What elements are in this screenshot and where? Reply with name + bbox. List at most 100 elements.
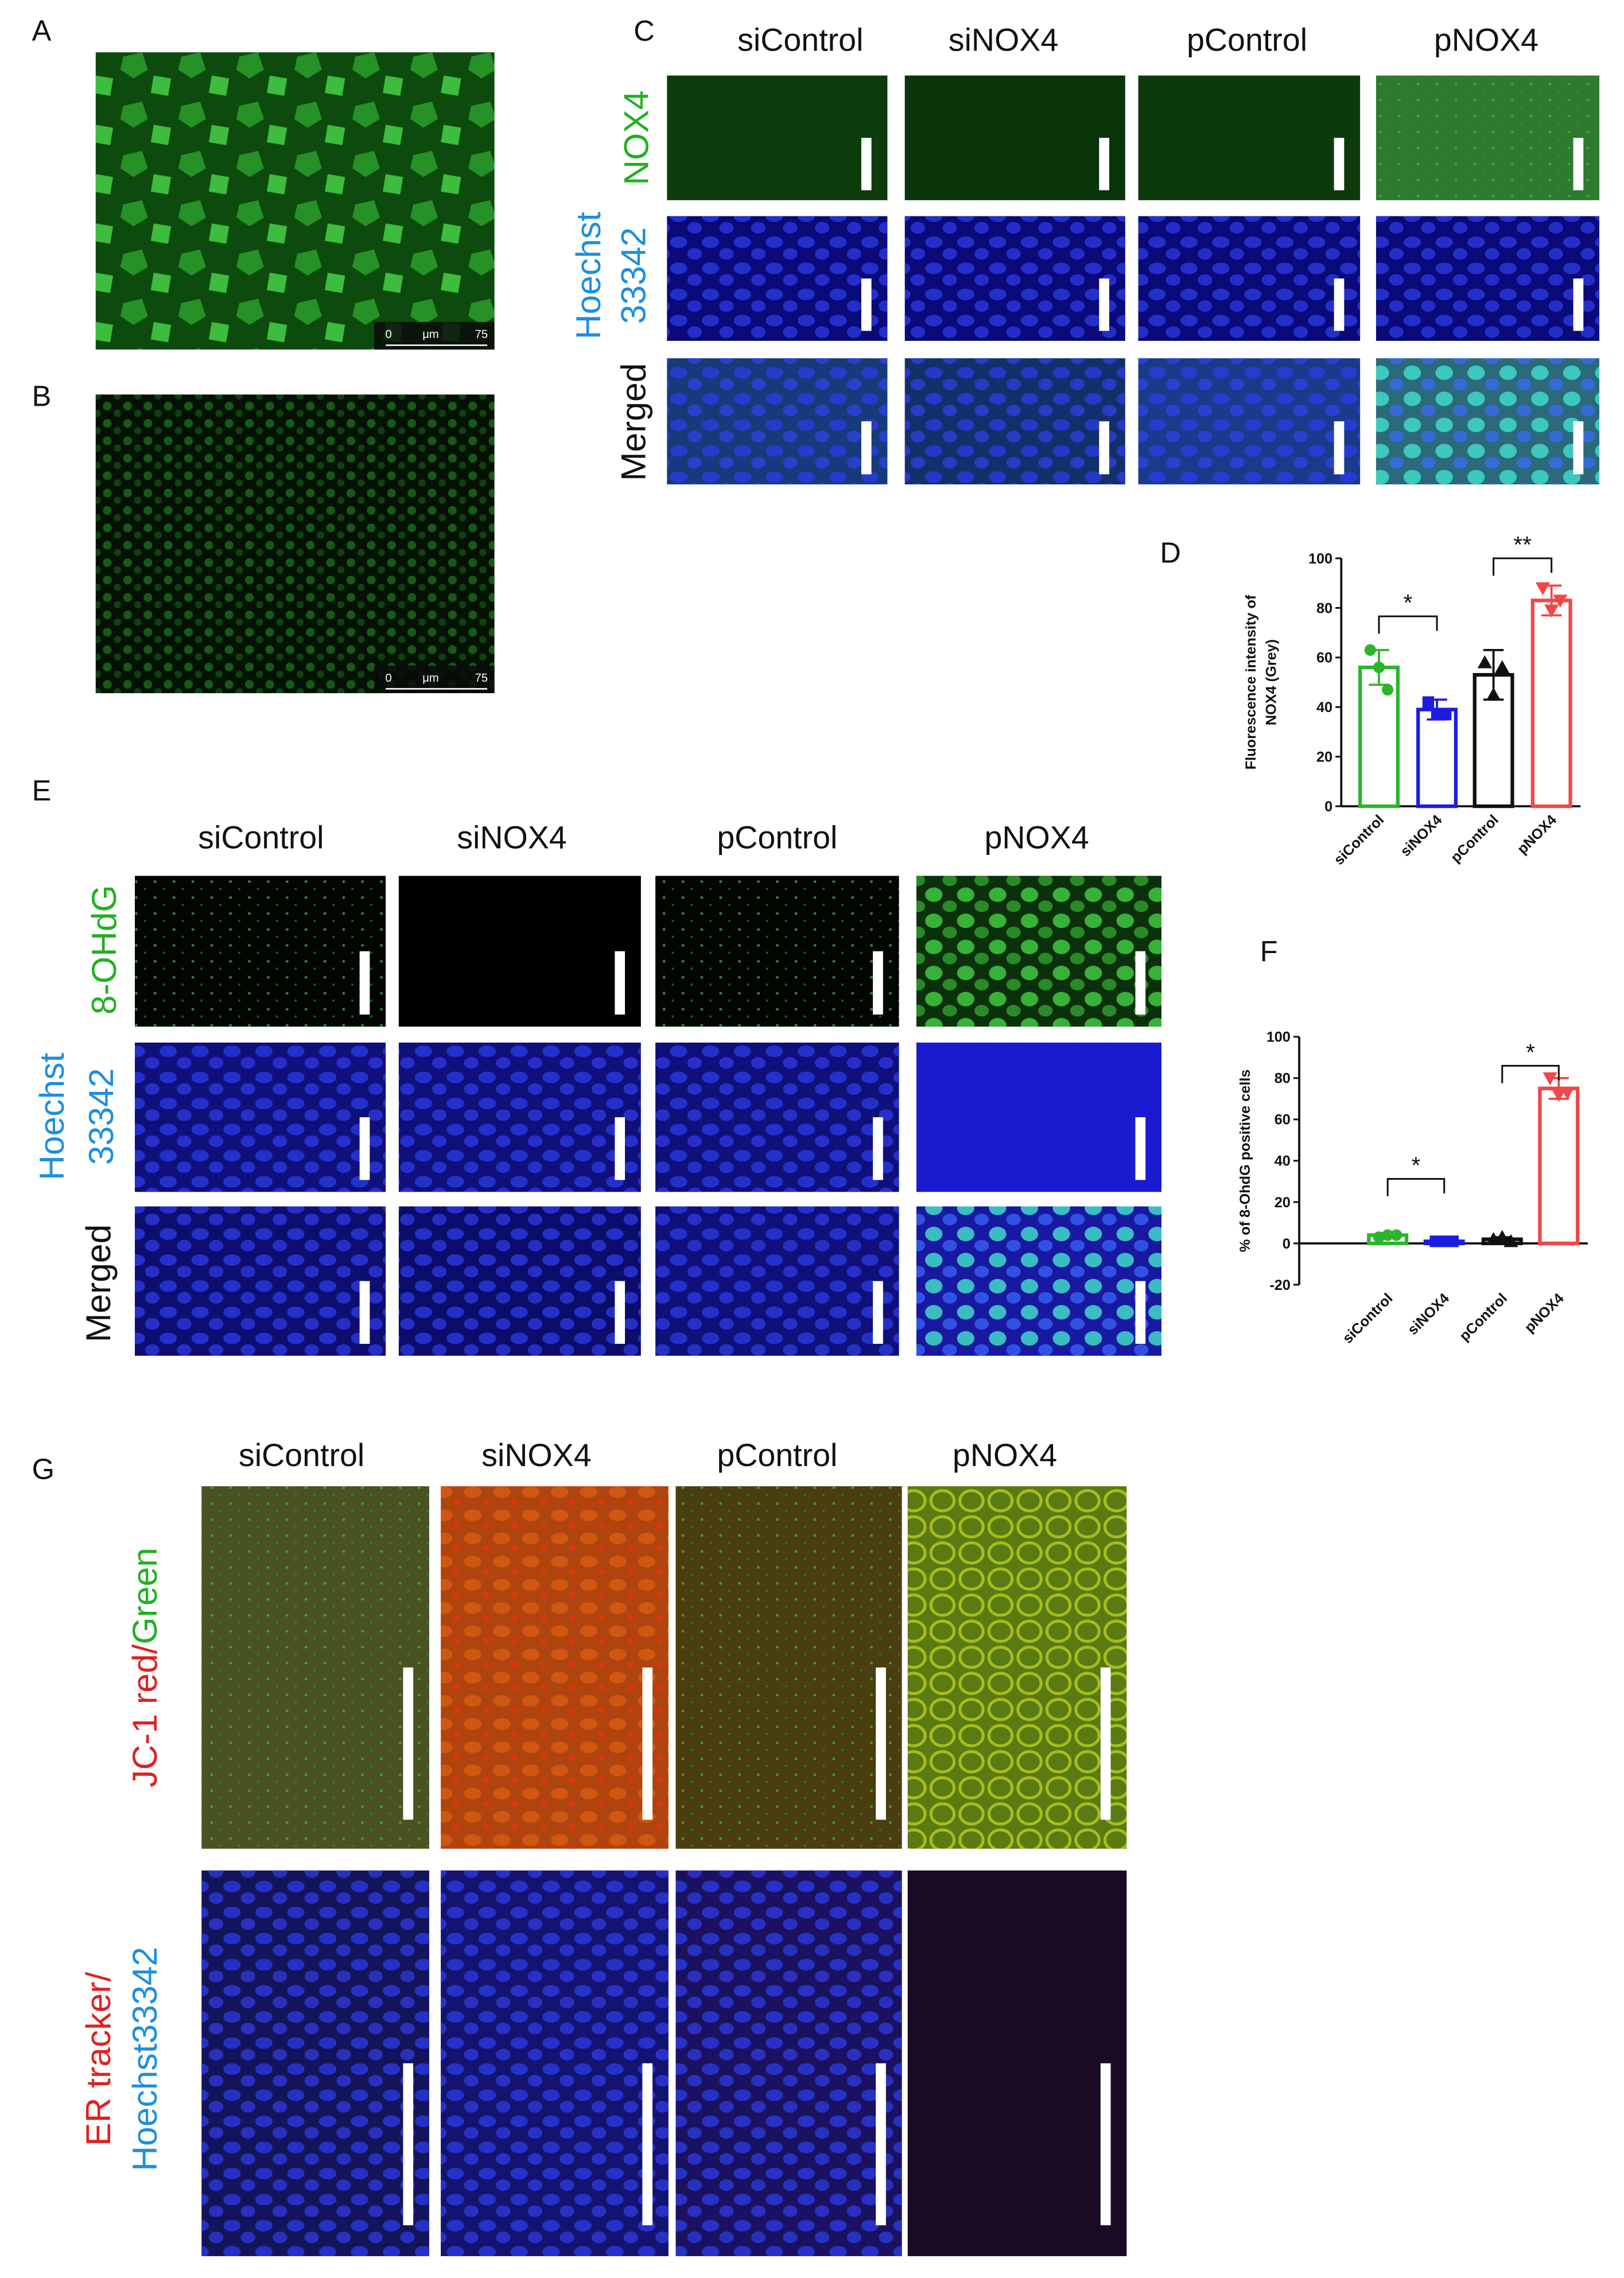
- y-tick-label: -20: [1269, 1277, 1291, 1293]
- micrograph: [1138, 75, 1361, 200]
- scale-text: 0: [386, 672, 392, 685]
- charts: 0 20 40 60 80 100 Fluorescence intensity of NOX…: [1237, 531, 1588, 1347]
- y-axis-label: NOX4 (Grey): [1264, 639, 1280, 725]
- x-tick-label: pControl: [1448, 812, 1502, 866]
- micrograph-texture: [134, 1042, 386, 1192]
- y-tick-label: 100: [1266, 1029, 1291, 1045]
- scale-bar: [876, 1667, 886, 1820]
- y-tick-label: 0: [1324, 799, 1332, 815]
- scale-bar: [876, 2063, 886, 2226]
- scale-bar: [359, 1117, 370, 1180]
- bar: [1530, 598, 1572, 808]
- scale-bar: [403, 2063, 414, 2226]
- x-tick-label: siNOX4: [1405, 1290, 1452, 1338]
- scale-bar: [1099, 138, 1109, 191]
- micrograph-texture: [398, 1042, 641, 1192]
- y-tick-label: 20: [1275, 1195, 1291, 1211]
- y-tick-label: 100: [1308, 551, 1332, 567]
- row-label-part: JC-1 red/: [125, 1644, 164, 1787]
- significance-bracket: [1493, 557, 1553, 576]
- row-label: Merged: [613, 363, 652, 481]
- column-title: pControl: [1187, 22, 1307, 58]
- scale-bar: [873, 1117, 883, 1180]
- scale-bar: [642, 2063, 653, 2226]
- data-point: [1495, 1230, 1510, 1243]
- panel-letters: A B C D E F G: [32, 14, 1278, 1486]
- y-axis-label: % of 8-OhdG positive cells: [1237, 1070, 1253, 1253]
- data-point: [1495, 660, 1510, 674]
- row-label: NOX4: [616, 91, 655, 185]
- scale-text: 75: [475, 328, 488, 341]
- scale-bar: [1573, 138, 1584, 191]
- micrograph-texture: [398, 1206, 641, 1356]
- bar: [1538, 1086, 1580, 1246]
- scale-bar: [615, 1281, 625, 1344]
- micrograph-texture: [675, 1486, 902, 1849]
- micrographs: [95, 52, 1600, 2256]
- scale-bar: [1573, 421, 1584, 475]
- scale-bar: [1135, 951, 1146, 1015]
- micrograph-texture: [916, 1206, 1161, 1356]
- micrograph-texture: [134, 1206, 386, 1356]
- panel-letter: D: [1160, 537, 1180, 569]
- data-point: [1551, 1089, 1566, 1102]
- micrograph-texture: [95, 52, 495, 350]
- panel-letter: C: [634, 14, 654, 47]
- micrograph-texture: [907, 1486, 1127, 1849]
- micrograph: [907, 1870, 1127, 2256]
- data-point: [1447, 1235, 1459, 1247]
- data-point: [1544, 604, 1559, 618]
- x-tick-label: pNOX4: [1521, 1290, 1567, 1336]
- y-tick-label: 60: [1316, 650, 1332, 666]
- data-point: [1477, 655, 1493, 668]
- row-label: 33342: [81, 1068, 121, 1165]
- data-point: [1503, 1234, 1518, 1247]
- scale-bar: [1334, 138, 1345, 191]
- scale-bar: [1100, 1667, 1111, 1820]
- micrograph-texture: [441, 1486, 669, 1849]
- scale-bar: [861, 421, 872, 475]
- micrograph-texture: [655, 876, 899, 1027]
- significance-label: *: [1404, 589, 1413, 616]
- scale-bar: [1135, 1281, 1146, 1344]
- y-tick-label: 40: [1316, 699, 1332, 716]
- micrograph-texture: [201, 1486, 429, 1849]
- micrograph-texture: [904, 216, 1125, 341]
- column-title: pNOX4: [1434, 22, 1538, 58]
- scale-bar: [615, 1117, 625, 1180]
- micrograph-texture: [1376, 358, 1600, 485]
- scale-text: μm: [422, 328, 438, 341]
- x-tick-label: siControl: [1339, 1290, 1396, 1347]
- data-point: [1440, 709, 1452, 721]
- micrograph: [398, 876, 641, 1027]
- micrograph-texture: [1138, 358, 1361, 485]
- scale-bar: [615, 951, 625, 1015]
- micrograph-texture: [904, 358, 1125, 485]
- y-tick-label: 0: [1283, 1236, 1291, 1252]
- data-point: [1429, 1235, 1442, 1247]
- micrograph-texture: [1138, 216, 1361, 341]
- data-point: [1364, 644, 1376, 656]
- row-label: Hoechst: [569, 212, 608, 340]
- column-title: siNOX4: [457, 819, 566, 855]
- column-title: pControl: [717, 819, 837, 855]
- scale-bar: [359, 951, 370, 1015]
- row-label: 8-OHdG: [84, 885, 123, 1014]
- scale-bar: [1135, 1117, 1146, 1180]
- scale-text: 75: [475, 672, 488, 685]
- micrograph: [916, 1042, 1161, 1192]
- y-axis-label: Fluorescence intensity of: [1243, 594, 1259, 769]
- row-label: ER tracker/: [79, 1972, 118, 2145]
- micrograph-texture: [655, 1042, 899, 1192]
- data-point: [1390, 1229, 1402, 1241]
- significance-label: *: [1412, 1152, 1421, 1178]
- x-tick-label: pControl: [1456, 1290, 1510, 1344]
- column-title: pControl: [717, 1437, 837, 1473]
- scale-bar: [1334, 421, 1345, 475]
- scale-bar: [873, 951, 883, 1015]
- scale-bar: [1099, 421, 1109, 475]
- x-tick-label: siControl: [1331, 812, 1387, 868]
